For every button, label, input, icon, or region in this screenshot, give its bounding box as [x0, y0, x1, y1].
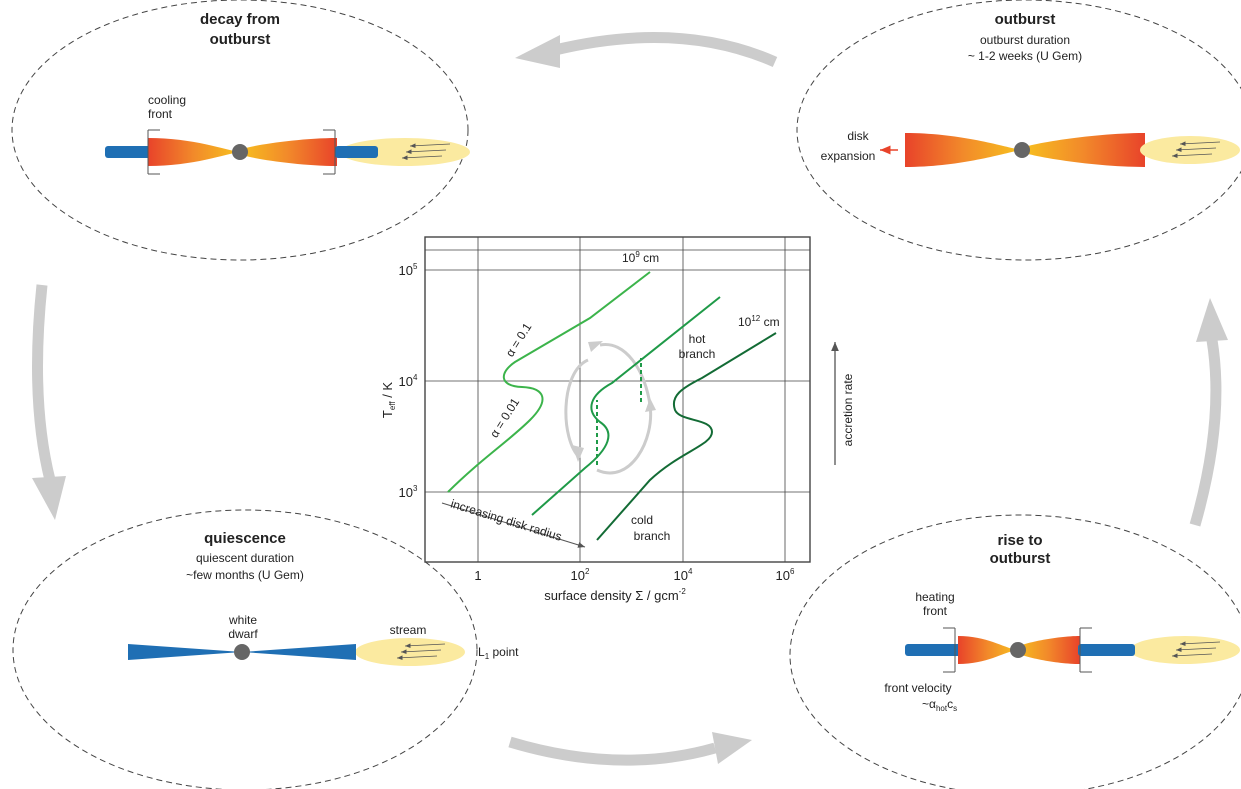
curve-label: 1012 cm	[738, 314, 780, 329]
x-axis-label: surface density Σ / gcm	[544, 588, 678, 603]
label: ~αhotcs	[922, 697, 957, 713]
y-tick-label: 5	[413, 262, 418, 271]
x-tick-label: 10	[571, 568, 585, 583]
panel-title: outburst	[990, 550, 1051, 567]
y-axis-label: Teff / K	[380, 382, 397, 419]
arrow-label: accretion rate	[841, 373, 855, 446]
curve-label: 109 cm	[622, 250, 659, 265]
label: ~few months (U Gem)	[186, 568, 304, 582]
x-tick-label: 1	[474, 568, 481, 583]
cold-disk	[905, 644, 962, 656]
label: white	[228, 613, 257, 627]
hot-disk	[238, 138, 337, 166]
y-tick-label: 3	[413, 484, 418, 493]
label: point	[489, 645, 519, 659]
y-axis-label: / K	[380, 382, 395, 402]
y-tick-label: 105	[399, 262, 418, 278]
label: front velocity	[884, 681, 951, 695]
label: heating	[915, 590, 954, 604]
panel-title: rise to	[997, 532, 1042, 549]
stream	[1130, 636, 1240, 664]
x-tick-label: 102	[571, 567, 590, 583]
branch-label: cold	[631, 513, 653, 527]
panel-title: outburst	[210, 31, 271, 48]
hot-disk	[905, 133, 1022, 167]
x-axis-label: -2	[679, 587, 687, 596]
hot-disk	[1020, 133, 1145, 167]
branch-label: branch	[634, 529, 671, 543]
cold-disk	[242, 644, 356, 660]
y-axis-label: T	[380, 410, 395, 418]
curve-label: cm	[640, 251, 659, 265]
label: dwarf	[228, 627, 258, 641]
curve	[597, 333, 776, 540]
white-dwarf	[1010, 642, 1026, 658]
label: front	[148, 107, 173, 121]
hot-disk	[148, 138, 240, 166]
x-tick-label: 10	[674, 568, 688, 583]
stream	[1140, 136, 1240, 164]
curve-label: α = 0.01	[487, 395, 522, 440]
y-tick-label: 103	[399, 484, 418, 500]
curve-label: 10	[622, 251, 636, 265]
cold-disk	[1078, 644, 1135, 656]
label: outburst duration	[980, 33, 1070, 47]
label: front	[923, 604, 948, 618]
y-tick-label: 104	[399, 373, 418, 389]
curve	[532, 297, 720, 515]
stream	[355, 638, 465, 666]
cold-disk	[105, 146, 152, 158]
label: disk	[847, 129, 869, 143]
hot-disk	[958, 636, 1018, 664]
white-dwarf	[234, 644, 250, 660]
label: stream	[390, 623, 427, 637]
curve-label: cm	[760, 315, 779, 329]
panel-title: outburst	[995, 11, 1056, 28]
cold-disk	[335, 146, 378, 158]
label: quiescent duration	[196, 551, 294, 565]
x-tick-label: 1	[474, 568, 481, 583]
y-tick-label: 10	[399, 374, 413, 389]
x-tick-label: 4	[688, 567, 693, 576]
cold-disk	[128, 644, 242, 660]
label: cooling	[148, 93, 186, 107]
white-dwarf	[232, 144, 248, 160]
label: hot	[936, 704, 948, 713]
label: s	[953, 704, 957, 713]
label: ~ 1-2 weeks (U Gem)	[968, 49, 1082, 63]
curve-label: 10	[738, 315, 752, 329]
y-tick-label: 10	[399, 263, 413, 278]
panel-title: quiescence	[204, 530, 286, 547]
label: ~α	[922, 697, 936, 711]
branch-label: hot	[689, 332, 706, 346]
label: expansion	[821, 149, 876, 163]
x-tick-label: 106	[776, 567, 795, 583]
y-tick-label: 4	[413, 373, 418, 382]
x-axis-label: surface density Σ / gcm-2	[544, 587, 686, 603]
x-tick-label: 2	[585, 567, 590, 576]
panel-title: decay from	[200, 11, 280, 28]
label: L1 point	[478, 645, 519, 661]
diagram: decay from outburst cooling front outbur…	[0, 0, 1241, 789]
x-tick-label: 10	[776, 568, 790, 583]
x-tick-label: 104	[674, 567, 693, 583]
branch-label: branch	[679, 347, 716, 361]
white-dwarf	[1014, 142, 1030, 158]
y-tick-label: 10	[399, 485, 413, 500]
x-tick-label: 6	[790, 567, 795, 576]
